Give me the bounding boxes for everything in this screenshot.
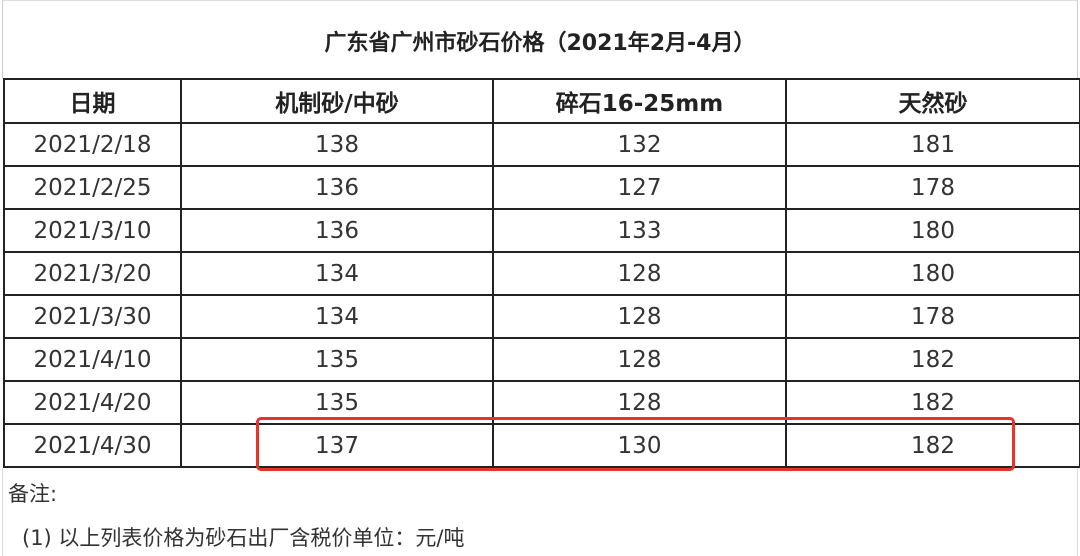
note-item: (1) 以上列表价格为砂石出厂含税价单位：元/吨 [22,526,465,550]
date-cell: 2021/2/25 [3,165,182,210]
price-cell: 127 [492,165,787,210]
price-cell: 178 [785,165,1080,210]
table-row: 2021/4/10 135 128 182 [3,337,1080,382]
date-cell: 2021/3/30 [3,294,182,339]
title-area: 广东省广州市砂石价格（2021年2月-4月） [2,0,1078,78]
page-title: 广东省广州市砂石价格（2021年2月-4月） [324,31,756,56]
price-cell: 136 [180,165,494,210]
price-table: 日期 机制砂/中砂 碎石16-25mm 天然砂 2021/2/18 138 132 181 2… [3,78,1080,468]
price-cell: 128 [492,380,787,425]
price-cell: 178 [785,294,1080,339]
table-row: 2021/2/25 136 127 178 [3,165,1080,210]
table-header-row: 日期 机制砂/中砂 碎石16-25mm 天然砂 [3,78,1080,124]
table-row: 2021/4/20 135 128 182 [3,380,1080,425]
column-header: 天然砂 [785,78,1080,124]
table-row: 2021/3/30 134 128 178 [3,294,1080,339]
notes-area [2,468,1078,556]
price-cell: 182 [785,423,1080,468]
price-cell: 182 [785,337,1080,382]
price-cell: 182 [785,380,1080,425]
price-cell: 133 [492,208,787,253]
table-row: 2021/3/10 136 133 180 [3,208,1080,253]
price-cell: 136 [180,208,494,253]
date-cell: 2021/4/10 [3,337,182,382]
price-cell: 128 [492,337,787,382]
column-header: 机制砂/中砂 [180,78,494,124]
column-header: 日期 [3,78,182,124]
price-cell: 181 [785,122,1080,167]
price-cell: 130 [492,423,787,468]
table-row: 2021/4/30 137 130 182 [3,423,1080,468]
price-cell: 128 [492,294,787,339]
price-cell: 137 [180,423,494,468]
table-row: 2021/2/18 138 132 181 [3,122,1080,167]
date-cell: 2021/4/30 [3,423,182,468]
column-header: 碎石16-25mm [492,78,787,124]
price-cell: 138 [180,122,494,167]
price-cell: 128 [492,251,787,296]
price-cell: 134 [180,251,494,296]
price-cell: 180 [785,251,1080,296]
date-cell: 2021/2/18 [3,122,182,167]
price-cell: 135 [180,380,494,425]
date-cell: 2021/3/10 [3,208,182,253]
date-cell: 2021/3/20 [3,251,182,296]
price-cell: 134 [180,294,494,339]
price-cell: 135 [180,337,494,382]
price-cell: 132 [492,122,787,167]
notes-label: 备注: [8,482,58,506]
date-cell: 2021/4/20 [3,380,182,425]
price-cell: 180 [785,208,1080,253]
table-row: 2021/3/20 134 128 180 [3,251,1080,296]
